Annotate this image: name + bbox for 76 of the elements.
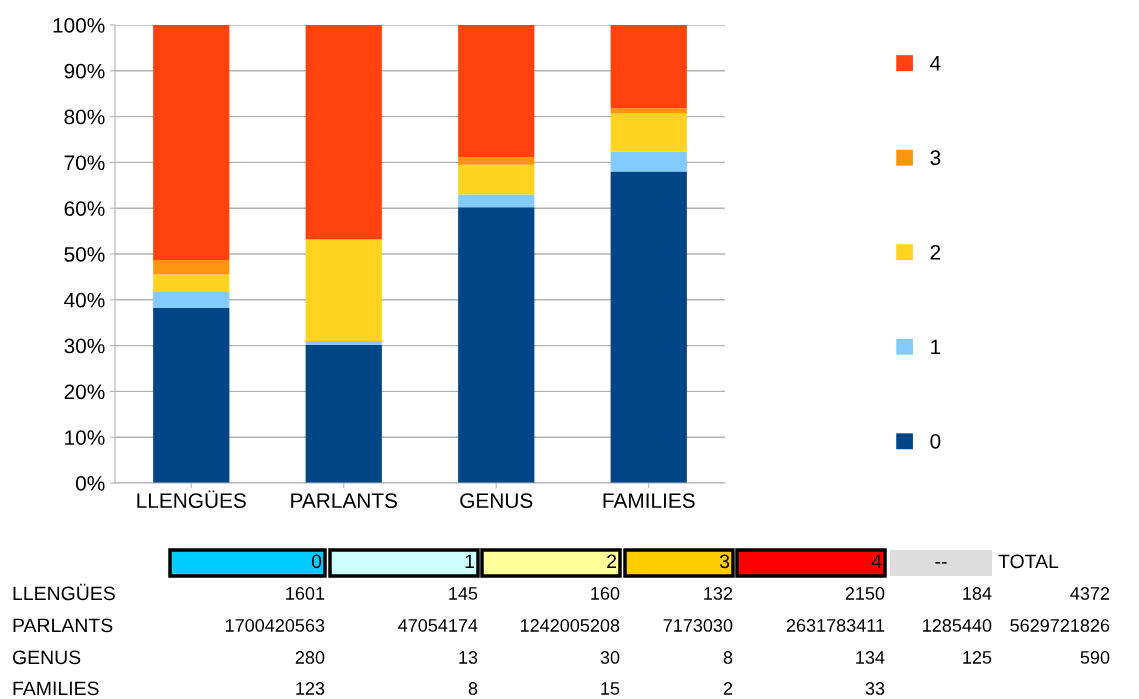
bar — [458, 25, 535, 157]
x-tick-label: -- — [935, 562, 947, 564]
y-tick-label: 0% — [75, 476, 105, 491]
legend-label: 3 — [930, 150, 941, 166]
y-tick-label: PARLANTS — [13, 618, 113, 633]
bar — [610, 25, 687, 109]
data-label: 1242005208 — [520, 619, 620, 632]
data-label: 145 — [449, 587, 478, 600]
bar — [305, 239, 382, 342]
bar — [305, 341, 382, 345]
data-label: 2631783411 — [786, 619, 885, 632]
y-tick-label: 80% — [64, 109, 105, 125]
data-label: 123 — [296, 682, 325, 695]
y-tick-label: 70% — [64, 155, 105, 171]
data-label: 125 — [963, 651, 992, 664]
bar — [153, 259, 230, 275]
bar — [153, 308, 230, 483]
data-label: 184 — [963, 587, 992, 600]
y-tick-label: 30% — [64, 338, 105, 354]
bar — [153, 292, 230, 309]
y-tick-label: GENUS — [12, 650, 81, 665]
bar — [610, 171, 687, 483]
y-tick-label: FAMILIES — [13, 681, 99, 696]
data-label: 134 — [856, 651, 885, 664]
x-tick-label: GENUS — [460, 493, 533, 509]
data-label: 5629721826 — [1010, 619, 1110, 632]
bar — [305, 25, 382, 240]
bar — [610, 151, 687, 172]
bar — [153, 274, 230, 293]
data-label: 8 — [723, 651, 733, 664]
data-label: 1601 — [286, 587, 325, 600]
legend-label: 1 — [931, 339, 941, 354]
data-label: 8 — [468, 682, 478, 695]
y-tick-label: 90% — [64, 63, 105, 79]
legend-label: 0 — [930, 433, 941, 449]
data-label: 13 — [459, 651, 478, 664]
data-label: 4372 — [1070, 587, 1110, 600]
data-label: 132 — [704, 587, 733, 600]
data-label: 2150 — [845, 587, 885, 600]
bar — [610, 113, 687, 152]
x-tick-label: 2 — [607, 554, 617, 569]
y-tick-label: 60% — [64, 201, 105, 216]
y-tick-label: 20% — [64, 384, 105, 400]
x-tick-label: LLENGÜES — [137, 490, 246, 509]
bar — [458, 207, 535, 483]
data-label: 280 — [295, 651, 325, 664]
x-tick-label: 0 — [311, 554, 322, 569]
bar — [458, 156, 535, 165]
x-tick-label: 3 — [719, 554, 730, 569]
bar — [305, 344, 382, 483]
legend-label: 2 — [930, 244, 941, 260]
data-label: 47054174 — [398, 619, 478, 632]
data-label: 1285440 — [923, 619, 992, 632]
data-label: 160 — [591, 587, 620, 600]
data-label: 15 — [601, 682, 620, 695]
data-label: 33 — [865, 682, 885, 695]
x-tick-label: 1 — [465, 554, 475, 569]
y-tick-label: 100% — [53, 18, 105, 33]
bar — [458, 194, 535, 208]
data-label: 2 — [723, 682, 733, 695]
y-tick-label: LLENGÜES — [13, 583, 115, 601]
bar — [153, 25, 230, 260]
data-label: 590 — [1080, 651, 1110, 664]
legend-label: 4 — [930, 56, 941, 71]
data-label: 1700420563 — [225, 619, 325, 632]
y-tick-label: 10% — [65, 430, 105, 445]
x-tick-label: TOTAL — [998, 554, 1059, 569]
x-tick-label: 4 — [871, 554, 882, 569]
data-label: 7173030 — [663, 619, 733, 632]
y-tick-label: 40% — [64, 292, 105, 308]
y-tick-label: 50% — [64, 247, 105, 262]
data-label: 30 — [600, 651, 620, 664]
x-tick-label: FAMILIES — [603, 493, 695, 509]
bar — [458, 164, 535, 195]
bar — [610, 108, 687, 114]
x-tick-label: PARLANTS — [291, 493, 398, 509]
